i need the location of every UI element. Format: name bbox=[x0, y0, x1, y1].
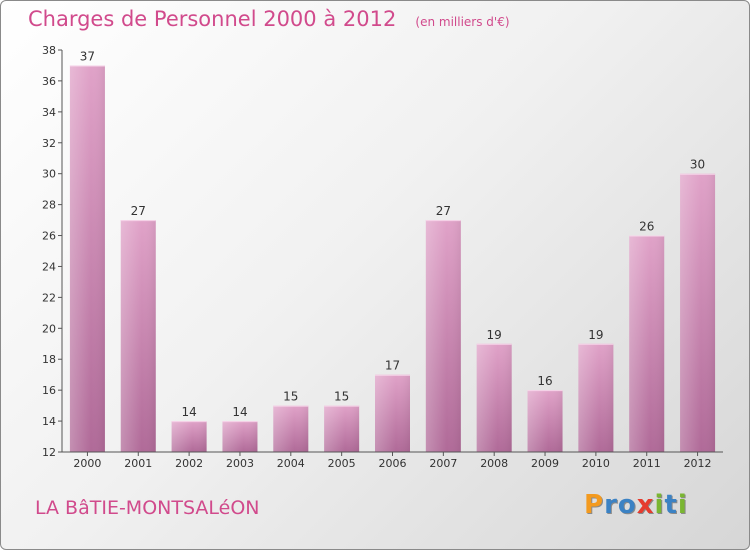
y-tick-label-26: 26 bbox=[42, 230, 56, 243]
bar-highlight bbox=[629, 235, 665, 452]
logo-letter: i bbox=[654, 490, 665, 520]
x-tick-label-2006: 2006 bbox=[379, 457, 407, 470]
x-tick-label-2008: 2008 bbox=[480, 457, 508, 470]
bar-highlight bbox=[527, 390, 563, 452]
bar-highlight bbox=[425, 220, 461, 452]
value-label-2002: 14 bbox=[181, 405, 196, 419]
x-tick-label-2010: 2010 bbox=[582, 457, 610, 470]
logo-letter: o bbox=[617, 490, 637, 520]
bar-highlight bbox=[375, 374, 410, 452]
value-label-2000: 37 bbox=[80, 49, 95, 63]
logo-letter: i bbox=[677, 490, 688, 520]
y-tick-label-24: 24 bbox=[42, 260, 56, 273]
value-label-2011: 26 bbox=[639, 220, 654, 234]
y-tick-label-30: 30 bbox=[42, 168, 56, 181]
bar-highlight bbox=[120, 220, 156, 452]
logo-letter: r bbox=[604, 490, 618, 520]
chart-title: Charges de Personnel 2000 à 2012 bbox=[28, 7, 397, 31]
bar-2003 bbox=[222, 421, 258, 452]
bar-2011 bbox=[629, 235, 665, 452]
bar-highlight bbox=[69, 65, 105, 452]
value-label-2004: 15 bbox=[283, 390, 298, 404]
value-label-2001: 27 bbox=[131, 204, 146, 218]
y-tick-label-36: 36 bbox=[42, 75, 56, 88]
y-tick-label-18: 18 bbox=[42, 353, 56, 366]
value-label-2007: 27 bbox=[436, 204, 451, 218]
proxiti-logo: Proxiti bbox=[584, 490, 688, 520]
bars-group bbox=[69, 65, 716, 452]
bar-highlight bbox=[476, 343, 512, 452]
logo-letter: P bbox=[584, 490, 605, 520]
x-ticks-group: 2000 2001 2002 2003 2004 2005 2006 2007 2008 2009… bbox=[73, 452, 712, 470]
bar-2009 bbox=[527, 390, 563, 452]
bar-2008 bbox=[476, 343, 512, 452]
x-tick-label-2000: 2000 bbox=[73, 457, 101, 470]
x-tick-label-2003: 2003 bbox=[226, 457, 254, 470]
bar-highlight bbox=[578, 343, 614, 452]
y-tick-label-28: 28 bbox=[42, 199, 56, 212]
value-label-2006: 17 bbox=[385, 359, 400, 373]
bar-highlight bbox=[222, 421, 258, 452]
bar-2001 bbox=[120, 220, 156, 452]
bar-2000 bbox=[69, 65, 105, 452]
x-tick-label-2012: 2012 bbox=[684, 457, 712, 470]
x-tick-label-2011: 2011 bbox=[633, 457, 661, 470]
y-tick-label-16: 16 bbox=[42, 384, 56, 397]
bar-highlight bbox=[171, 421, 207, 452]
y-tick-label-34: 34 bbox=[42, 106, 56, 119]
x-tick-label-2009: 2009 bbox=[531, 457, 559, 470]
x-tick-label-2005: 2005 bbox=[328, 457, 356, 470]
y-tick-label-14: 14 bbox=[42, 415, 56, 428]
value-label-2003: 14 bbox=[232, 405, 247, 419]
y-tick-label-22: 22 bbox=[42, 291, 56, 304]
value-label-2010: 19 bbox=[588, 328, 603, 342]
value-label-2008: 19 bbox=[487, 328, 502, 342]
bar-2004 bbox=[273, 405, 309, 452]
x-tick-label-2004: 2004 bbox=[277, 457, 305, 470]
x-tick-label-2002: 2002 bbox=[175, 457, 203, 470]
bar-2006 bbox=[375, 374, 410, 452]
value-labels-group: 37 27 14 14 15 15 17 27 19 16 19 26 30 bbox=[80, 49, 705, 419]
y-ticks-group: 12 14 16 18 20 22 24 26 28 30 32 34 36 38 bbox=[42, 44, 62, 459]
logo-letter: t bbox=[664, 490, 678, 520]
bar-2010 bbox=[578, 343, 614, 452]
bar-2005 bbox=[324, 405, 360, 452]
bar-2012 bbox=[680, 173, 716, 452]
y-tick-label-32: 32 bbox=[42, 137, 56, 150]
x-tick-label-2001: 2001 bbox=[124, 457, 152, 470]
y-tick-label-12: 12 bbox=[42, 446, 56, 459]
x-tick-label-2007: 2007 bbox=[429, 457, 457, 470]
bar-2007 bbox=[425, 220, 461, 452]
value-label-2009: 16 bbox=[537, 374, 552, 388]
y-tick-label-20: 20 bbox=[42, 322, 56, 335]
bar-highlight bbox=[273, 405, 309, 452]
bar-2002 bbox=[171, 421, 207, 452]
bar-highlight bbox=[324, 405, 360, 452]
title-row: Charges de Personnel 2000 à 2012 (en mil… bbox=[28, 7, 510, 31]
value-label-2005: 15 bbox=[334, 390, 349, 404]
value-label-2012: 30 bbox=[690, 158, 705, 172]
chart-unit: (en milliers d'€) bbox=[415, 15, 510, 29]
y-tick-label-38: 38 bbox=[42, 44, 56, 57]
logo-letter: x bbox=[636, 490, 655, 520]
bar-highlight bbox=[680, 173, 716, 452]
commune-name: LA BâTIE-MONTSALéON bbox=[35, 497, 260, 519]
